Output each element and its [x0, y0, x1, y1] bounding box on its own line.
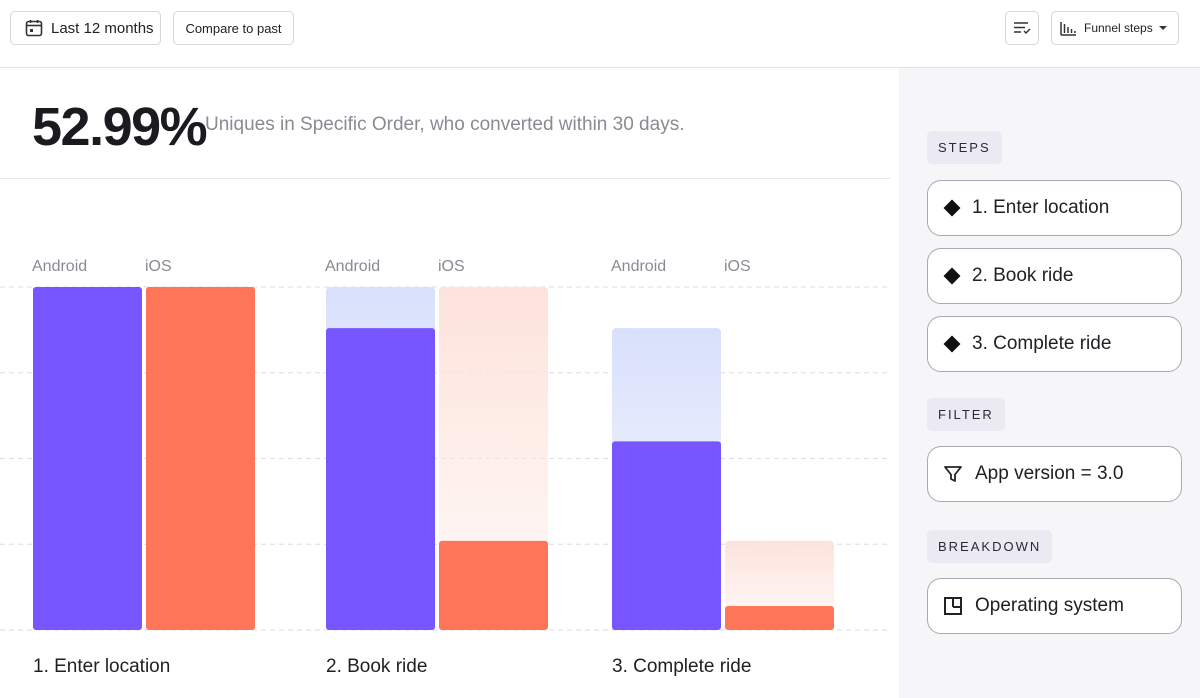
diamond-icon: [943, 335, 961, 353]
step-item-2[interactable]: 2. Book ride: [927, 248, 1182, 304]
series-label: iOS: [145, 258, 172, 275]
category-label: 3. Complete ride: [612, 656, 751, 677]
category-label: 1. Enter location: [33, 656, 170, 677]
breakdown-label: Operating system: [975, 595, 1124, 616]
chevron-down-icon: [1158, 26, 1167, 30]
step-item-3[interactable]: 3. Complete ride: [927, 316, 1182, 372]
series-label: Android: [32, 258, 87, 275]
step-label: 3. Complete ride: [972, 333, 1112, 354]
funnel-steps-dropdown[interactable]: Funnel steps: [1051, 11, 1179, 45]
filter-icon: [943, 464, 975, 484]
date-range-label: Last 12 months: [51, 19, 154, 37]
divider: [0, 178, 890, 179]
sort-icon: [1013, 20, 1031, 36]
filter-item[interactable]: App version = 3.0: [927, 446, 1182, 502]
category-label: 2. Book ride: [326, 656, 427, 677]
metric-description: Uniques in Specific Order, who converted…: [205, 114, 685, 135]
bar-chart-icon: [1060, 21, 1077, 36]
steps-section-title: STEPS: [927, 131, 1002, 164]
sort-button[interactable]: [1005, 11, 1039, 45]
toolbar: Last 12 months Compare to past Funne: [0, 0, 1200, 68]
compare-label: Compare to past: [185, 20, 282, 36]
step-item-1[interactable]: 1. Enter location: [927, 180, 1182, 236]
breakdown-item[interactable]: Operating system: [927, 578, 1182, 634]
breakdown-section-title: BREAKDOWN: [927, 530, 1053, 563]
funnel-steps-label: Funnel steps: [1084, 21, 1153, 35]
bar-android[interactable]: [33, 287, 142, 630]
diamond-icon: [943, 267, 961, 285]
funnel-chart: Android iOS 1. Enter location Android iOS 2. …: [0, 258, 890, 677]
bar-android[interactable]: [326, 328, 435, 630]
conversion-metric: 52.99%: [32, 97, 208, 157]
step-label: 2. Book ride: [972, 265, 1074, 286]
diamond-icon: [943, 199, 961, 217]
filter-section-title: FILTER: [927, 398, 1005, 431]
series-label: iOS: [438, 258, 465, 275]
series-label: Android: [611, 258, 666, 275]
series-label: iOS: [724, 258, 751, 275]
bar-ios[interactable]: [439, 540, 548, 630]
date-range-button[interactable]: Last 12 months: [10, 11, 161, 45]
filter-label: App version = 3.0: [975, 463, 1124, 484]
calendar-icon: [25, 19, 43, 37]
bar-android[interactable]: [612, 441, 721, 630]
bar-ios[interactable]: [725, 605, 834, 630]
compare-button[interactable]: Compare to past: [173, 11, 294, 45]
bar-ios[interactable]: [146, 287, 255, 630]
series-label: Android: [325, 258, 380, 275]
step-label: 1. Enter location: [972, 197, 1110, 218]
breakdown-icon: [943, 596, 975, 616]
